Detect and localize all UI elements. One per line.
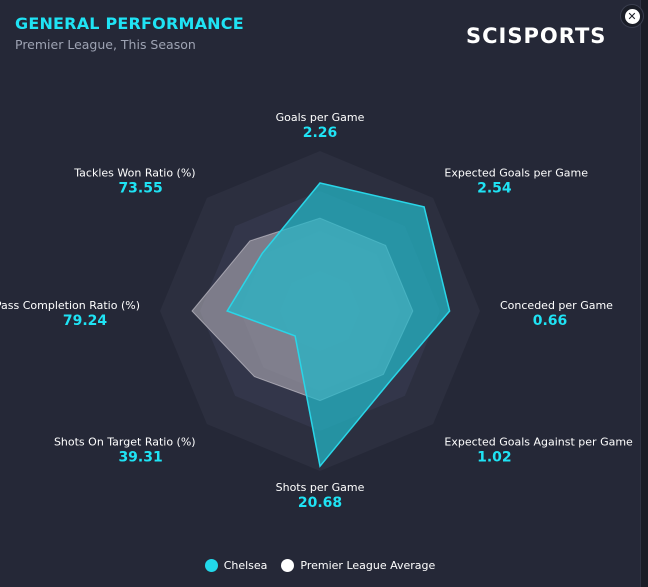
axis-label-2: Conceded per Game <box>500 299 613 312</box>
page-subtitle: Premier League, This Season <box>15 37 196 52</box>
axis-label-6: Pass Completion Ratio (%) <box>0 299 140 312</box>
legend-item-chelsea[interactable]: Chelsea <box>204 559 268 572</box>
axis-value-0: 2.26 <box>303 125 338 141</box>
legend-dot-chelsea <box>204 559 218 572</box>
series-polygon-chelsea <box>226 182 451 468</box>
close-icon: ✕ <box>624 8 640 24</box>
legend-label-chelsea: Chelsea <box>223 559 268 572</box>
close-button[interactable]: ✕ <box>620 4 644 28</box>
legend-label-average: Premier League Average <box>300 559 436 572</box>
axis-label-1: Expected Goals per Game <box>444 167 588 180</box>
axis-label-5: Shots On Target Ratio (%) <box>54 435 196 448</box>
legend-item-average[interactable]: Premier League Average <box>281 559 435 572</box>
legend-dot-average <box>281 559 295 572</box>
axis-value-6: 79.24 <box>63 313 108 329</box>
page-title: GENERAL PERFORMANCE <box>15 14 244 33</box>
axis-label-4: Shots per Game <box>276 481 365 494</box>
axis-label-0: Goals per Game <box>276 111 365 124</box>
chart-legend: Chelsea Premier League Average <box>0 559 640 572</box>
axis-label-7: Tackles Won Ratio (%) <box>73 167 195 180</box>
axis-value-2: 0.66 <box>533 313 568 329</box>
axis-value-7: 73.55 <box>118 181 162 197</box>
axis-value-5: 39.31 <box>118 449 162 465</box>
axis-value-3: 1.02 <box>477 449 512 465</box>
axis-label-3: Expected Goals Against per Game <box>444 435 633 448</box>
axis-value-4: 20.68 <box>298 495 342 511</box>
brand-logo: SCISPORTS <box>466 24 607 48</box>
axis-value-1: 2.54 <box>477 181 512 197</box>
